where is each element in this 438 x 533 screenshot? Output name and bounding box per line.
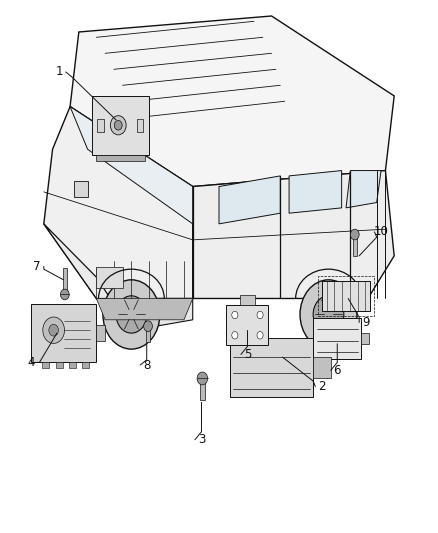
Polygon shape — [346, 171, 381, 208]
Text: 10: 10 — [374, 225, 389, 238]
Text: 1: 1 — [55, 66, 63, 78]
Circle shape — [300, 280, 357, 349]
Circle shape — [103, 280, 160, 349]
Polygon shape — [193, 171, 394, 298]
Text: 6: 6 — [333, 364, 341, 377]
Text: 3: 3 — [198, 433, 205, 446]
Polygon shape — [70, 107, 193, 224]
Text: 8: 8 — [143, 359, 150, 372]
Circle shape — [257, 311, 263, 319]
Circle shape — [144, 321, 152, 332]
Polygon shape — [313, 318, 361, 359]
Circle shape — [43, 317, 64, 343]
Polygon shape — [69, 362, 76, 368]
Polygon shape — [82, 362, 89, 368]
Polygon shape — [44, 107, 193, 298]
Polygon shape — [42, 362, 49, 368]
Polygon shape — [44, 224, 131, 330]
Polygon shape — [200, 378, 205, 400]
Polygon shape — [56, 362, 63, 368]
Polygon shape — [240, 295, 255, 305]
Polygon shape — [361, 333, 369, 344]
Circle shape — [110, 116, 126, 135]
Circle shape — [232, 332, 238, 339]
Circle shape — [197, 372, 208, 385]
Circle shape — [114, 120, 122, 130]
Polygon shape — [96, 325, 105, 341]
Polygon shape — [74, 181, 88, 197]
Circle shape — [49, 324, 58, 336]
Circle shape — [257, 332, 263, 339]
Circle shape — [232, 311, 238, 319]
Polygon shape — [353, 235, 357, 256]
Polygon shape — [96, 266, 123, 288]
Polygon shape — [322, 281, 370, 311]
Polygon shape — [137, 119, 143, 132]
Circle shape — [350, 229, 359, 240]
Text: 5: 5 — [244, 348, 251, 361]
Polygon shape — [219, 176, 280, 224]
Text: 2: 2 — [318, 380, 326, 393]
Polygon shape — [96, 298, 193, 320]
Polygon shape — [230, 338, 313, 397]
Polygon shape — [63, 268, 67, 292]
Text: 4: 4 — [27, 356, 35, 369]
Polygon shape — [146, 326, 150, 342]
Polygon shape — [31, 304, 96, 362]
Text: 7: 7 — [33, 260, 41, 273]
Circle shape — [60, 289, 69, 300]
Polygon shape — [97, 119, 104, 132]
Polygon shape — [226, 305, 268, 345]
Text: 9: 9 — [362, 316, 370, 329]
Polygon shape — [70, 16, 394, 187]
Polygon shape — [92, 96, 149, 155]
Circle shape — [116, 296, 147, 333]
Polygon shape — [96, 155, 145, 161]
Circle shape — [313, 296, 344, 333]
Polygon shape — [96, 298, 193, 330]
Polygon shape — [313, 357, 331, 378]
Polygon shape — [289, 171, 342, 213]
